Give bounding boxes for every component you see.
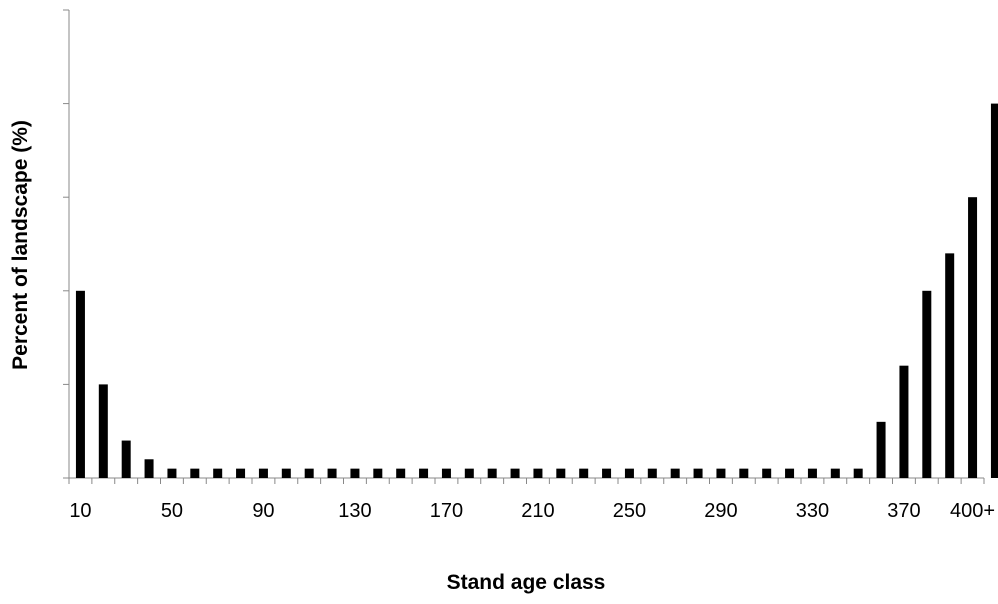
bar-310: [762, 468, 772, 478]
x-tick-label: 330: [796, 500, 829, 522]
bar-380: [922, 290, 932, 478]
bar-110: [304, 468, 314, 478]
bar-30: [121, 440, 131, 478]
bar-250: [624, 468, 634, 478]
bar-90: [258, 468, 268, 478]
bar-140: [373, 468, 383, 478]
bar-200: [510, 468, 520, 478]
bar-270: [670, 468, 680, 478]
x-tick-label: 210: [521, 500, 554, 522]
x-tick-label: 400+: [950, 500, 995, 522]
bar-240: [602, 468, 612, 478]
x-tick-label: 10: [69, 500, 91, 522]
bar-120: [327, 468, 337, 478]
bar-70: [213, 468, 223, 478]
bar-330: [807, 468, 817, 478]
bar-160: [419, 468, 429, 478]
bar-60: [190, 468, 200, 478]
bar-50: [167, 468, 177, 478]
x-tick-label: 290: [704, 500, 737, 522]
bar-300: [739, 468, 749, 478]
bar-400+: [968, 197, 978, 478]
bar-370: [899, 365, 909, 478]
bar-320: [785, 468, 795, 478]
bar-230: [579, 468, 589, 478]
bar-10: [75, 290, 85, 478]
bar-170: [441, 468, 451, 478]
bar-40: [144, 459, 154, 478]
bar-340: [830, 468, 840, 478]
x-tick-label: 250: [613, 500, 646, 522]
bar-220: [556, 468, 566, 478]
x-axis-title: Stand age class: [447, 571, 606, 594]
bar-280: [693, 468, 703, 478]
bar-390: [945, 253, 955, 478]
bar-190: [487, 468, 497, 478]
bar-130: [350, 468, 360, 478]
bar-undefined: [990, 103, 998, 478]
bar-80: [236, 468, 246, 478]
x-tick-label: 90: [252, 500, 274, 522]
bar-290: [716, 468, 726, 478]
x-tick-labels: 10 50 90 130 170 210 250 290 330 370 400+: [69, 500, 995, 522]
bar-210: [533, 468, 543, 478]
bar-20: [98, 384, 108, 478]
bar-150: [396, 468, 406, 478]
bars: [75, 103, 998, 478]
x-axis: [68, 477, 985, 484]
bar-360: [876, 421, 886, 478]
bar-260: [647, 468, 657, 478]
x-tick-label: 130: [338, 500, 371, 522]
bar-180: [464, 468, 474, 478]
x-tick-label: 170: [430, 500, 463, 522]
bar-100: [281, 468, 291, 478]
bar-350: [853, 468, 863, 478]
y-axis: [63, 9, 70, 479]
x-tick-label: 370: [887, 500, 920, 522]
y-axis-title: Percent of landscape (%): [9, 120, 32, 370]
x-tick-label: 50: [161, 500, 183, 522]
